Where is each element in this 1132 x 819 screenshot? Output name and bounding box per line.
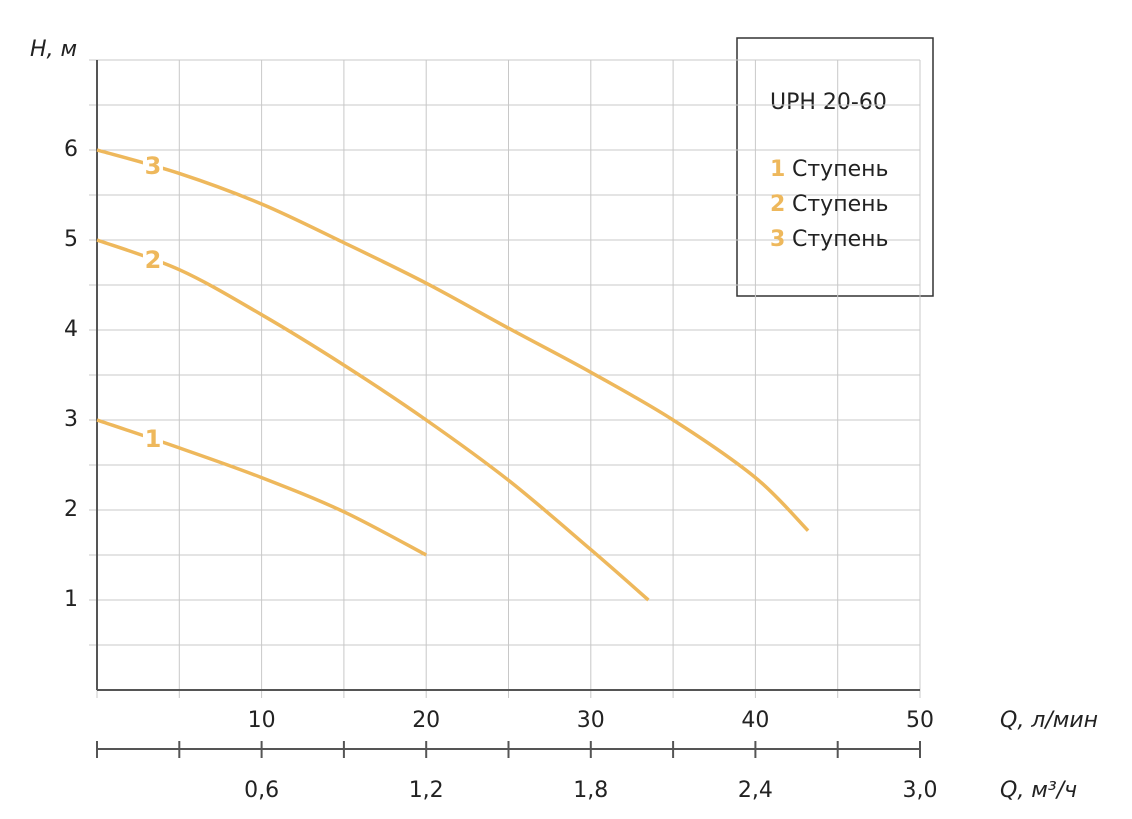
curve-label: 1 bbox=[145, 425, 162, 453]
legend-label: Ступень bbox=[792, 157, 888, 182]
curve bbox=[96, 148, 810, 532]
curve-label-bg bbox=[142, 247, 163, 274]
x-tick-label: 50 bbox=[906, 708, 934, 733]
y-tick-label: 5 bbox=[64, 227, 78, 252]
legend-label: Ступень bbox=[792, 192, 888, 217]
y-tick-label: 3 bbox=[64, 407, 78, 432]
curve-label-bg bbox=[142, 152, 163, 179]
x-tick-label: 30 bbox=[577, 708, 605, 733]
legend-title: UPH 20-60 bbox=[770, 90, 887, 115]
y-tick-label: 6 bbox=[64, 137, 78, 162]
y-tick-label: 4 bbox=[64, 317, 78, 342]
x2-tick-label: 0,6 bbox=[244, 778, 279, 803]
legend-number: 1 bbox=[770, 157, 785, 182]
curve bbox=[96, 238, 650, 602]
curve-label: 2 bbox=[145, 246, 162, 274]
legend-box bbox=[736, 37, 934, 297]
legend-label: Ступень bbox=[792, 227, 888, 252]
legend-number: 2 bbox=[770, 192, 785, 217]
x-axis-label: Q, л/мин bbox=[1000, 708, 1098, 733]
curve-label: 3 bbox=[145, 152, 162, 180]
x2-tick-label: 2,4 bbox=[738, 778, 773, 803]
x-tick-label: 20 bbox=[412, 708, 440, 733]
legend-number: 3 bbox=[770, 227, 785, 252]
x-tick-label: 40 bbox=[741, 708, 769, 733]
x2-axis-label: Q, м³/ч bbox=[1000, 778, 1077, 803]
y-tick-label: 2 bbox=[64, 497, 78, 522]
x2-tick-label: 3,0 bbox=[903, 778, 938, 803]
x2-tick-label: 1,2 bbox=[409, 778, 444, 803]
x-tick-label: 10 bbox=[248, 708, 276, 733]
x2-tick-label: 1,8 bbox=[573, 778, 608, 803]
curve-label-bg bbox=[142, 425, 163, 452]
y-tick-label: 1 bbox=[64, 587, 78, 612]
y-axis-label: H, м bbox=[30, 37, 77, 62]
